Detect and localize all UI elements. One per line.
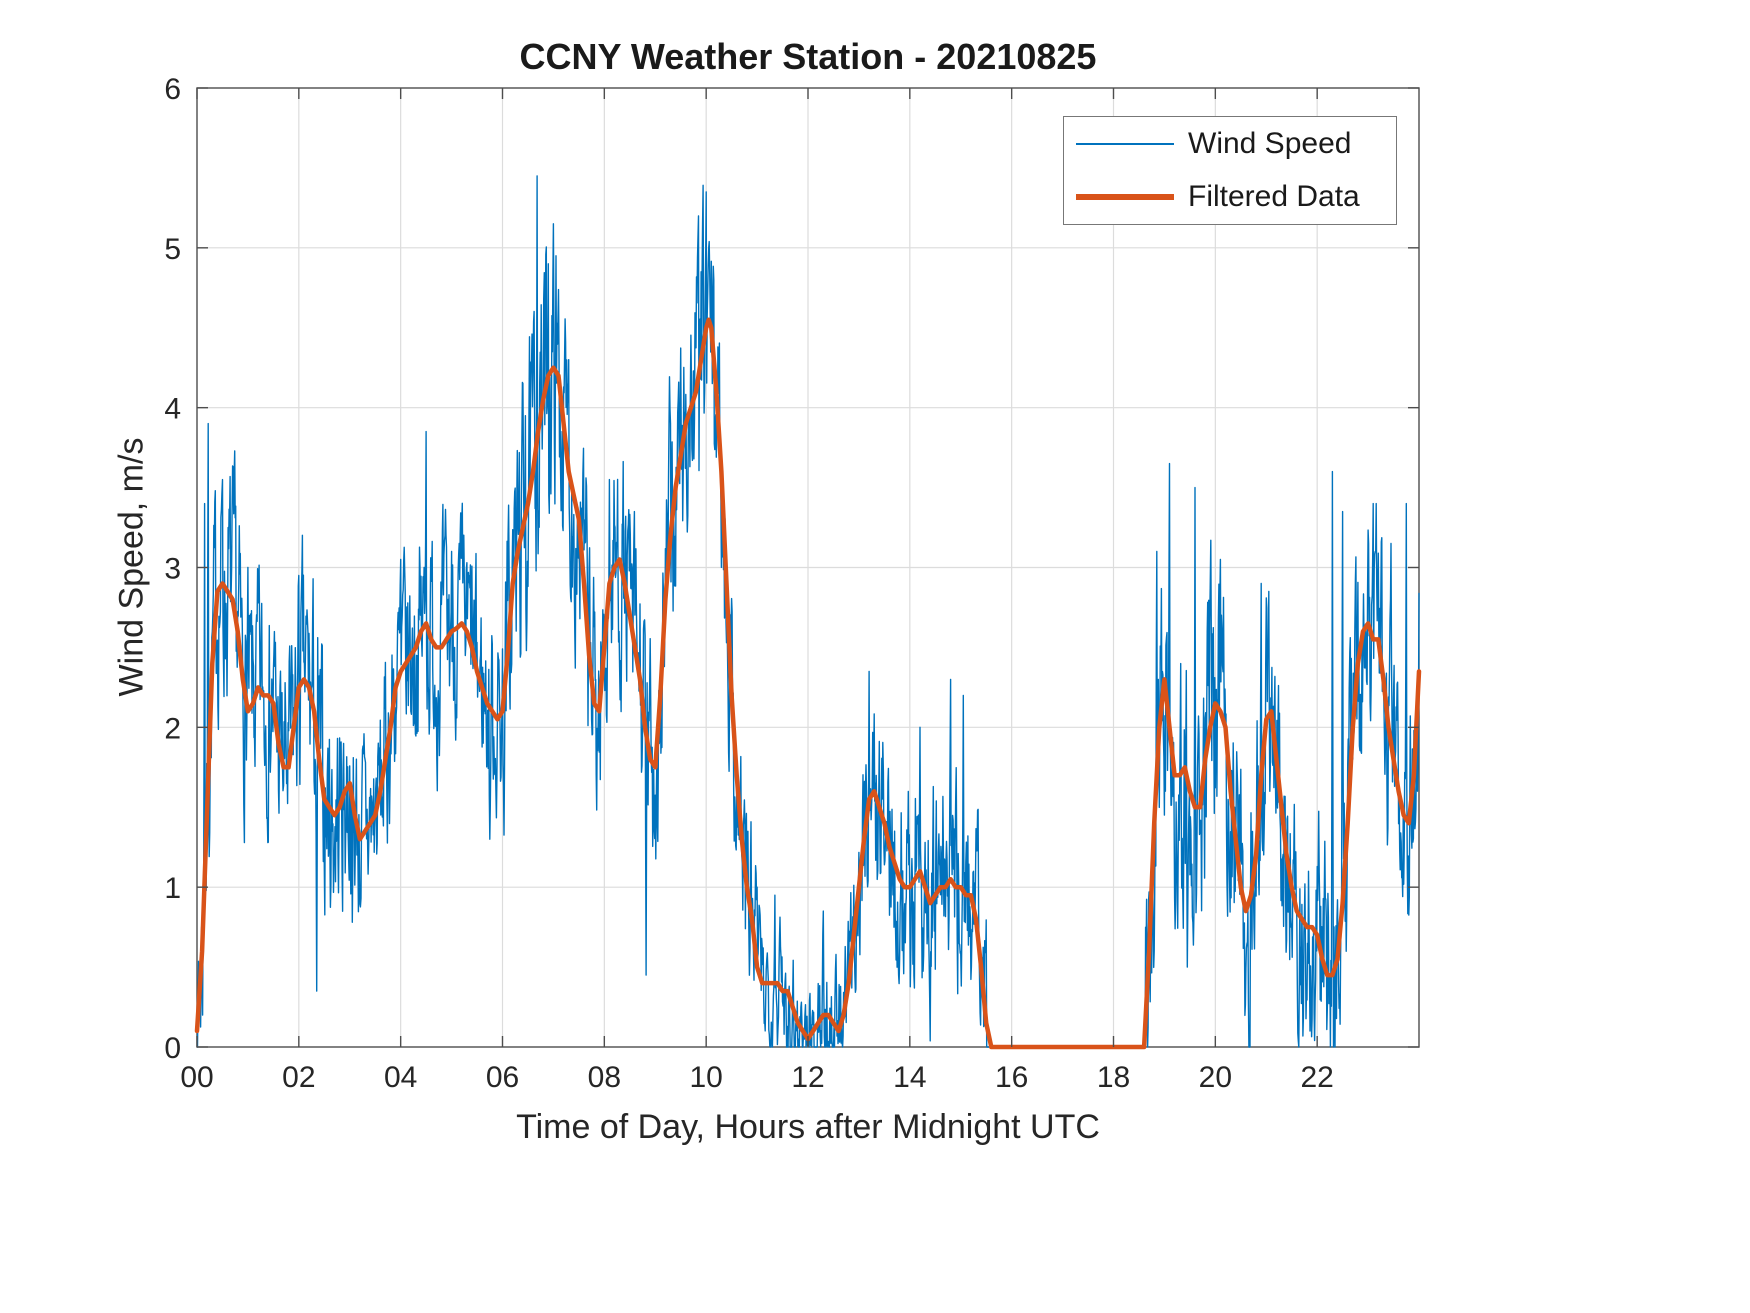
y-tick-label: 6 bbox=[164, 73, 181, 106]
y-tick-label: 1 bbox=[164, 872, 181, 905]
legend-label-filtered-data: Filtered Data bbox=[1188, 180, 1360, 214]
y-tick-label: 3 bbox=[164, 553, 181, 586]
y-tick-label: 5 bbox=[164, 233, 181, 266]
x-tick-label: 18 bbox=[1097, 1061, 1130, 1094]
y-tick-label: 4 bbox=[164, 393, 181, 426]
filtered-data-line-sample bbox=[1076, 194, 1174, 201]
x-tick-label: 10 bbox=[689, 1061, 722, 1094]
filtered-data-line bbox=[194, 317, 1422, 1050]
x-axis-label: Time of Day, Hours after Midnight UTC bbox=[516, 1108, 1100, 1146]
x-tick-label: 22 bbox=[1300, 1061, 1333, 1094]
chart-title: CCNY Weather Station - 20210825 bbox=[519, 36, 1097, 77]
x-tick-label: 20 bbox=[1199, 1061, 1232, 1094]
legend-item-wind-speed: Wind Speed bbox=[1064, 127, 1396, 161]
x-tick-label: 16 bbox=[995, 1061, 1028, 1094]
x-tick-label: 06 bbox=[486, 1061, 519, 1094]
x-tick-label: 08 bbox=[588, 1061, 621, 1094]
x-tick-label: 12 bbox=[791, 1061, 824, 1094]
y-axis-label: Wind Speed, m/s bbox=[112, 437, 151, 697]
y-tick-label: 0 bbox=[164, 1032, 181, 1065]
y-tick-label: 2 bbox=[164, 712, 181, 745]
x-tick-label: 00 bbox=[180, 1061, 213, 1094]
x-tick-label: 02 bbox=[282, 1061, 315, 1094]
legend-label-wind-speed: Wind Speed bbox=[1188, 126, 1352, 160]
legend: Wind Speed Filtered Data bbox=[1063, 116, 1397, 225]
x-tick-label: 04 bbox=[384, 1061, 417, 1094]
legend-item-filtered-data: Filtered Data bbox=[1064, 180, 1396, 214]
x-tick-label: 14 bbox=[893, 1061, 926, 1094]
wind-speed-line-sample bbox=[1076, 142, 1174, 145]
